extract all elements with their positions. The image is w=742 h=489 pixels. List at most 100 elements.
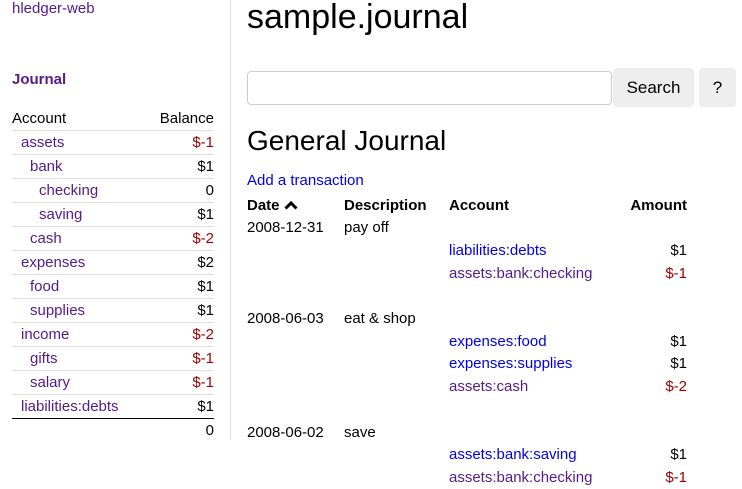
posting-account-link[interactable]: expenses:food: [449, 332, 547, 350]
brand-link[interactable]: hledger-web: [12, 0, 95, 17]
balance-row: food $1: [12, 274, 214, 299]
page-title: sample.journal: [247, 0, 469, 36]
date-header-label: Date: [247, 196, 280, 214]
posting-account-cell: expenses:supplies: [449, 353, 619, 376]
balance-cell: $1: [145, 274, 214, 299]
posting-account-cell: assets:cash: [449, 375, 619, 398]
account-cell: income: [12, 322, 146, 347]
balance-row: income $-2: [12, 322, 214, 347]
balance-header: Balance: [145, 108, 214, 131]
account-link[interactable]: food: [30, 277, 60, 295]
journal-table: Date Description Account Amount 2008-12-…: [247, 194, 687, 489]
posting-row: assets:cash $-2: [247, 375, 687, 398]
account-link[interactable]: saving: [39, 205, 83, 223]
posting-account-link[interactable]: expenses:supplies: [449, 355, 573, 373]
posting-amount-cell: $1: [670, 446, 687, 464]
account-cell: food: [12, 274, 146, 299]
date-column-header[interactable]: Date: [247, 194, 344, 217]
help-button[interactable]: ?: [699, 68, 736, 107]
balance-row: bank $1: [12, 154, 214, 179]
account-link[interactable]: checking: [39, 181, 99, 199]
posting-row: liabilities:debts $1: [247, 239, 687, 262]
posting-amount-cell: $-2: [665, 377, 687, 395]
date-cell: 2008-06-03: [247, 310, 324, 328]
posting-row: assets:bank:checking $-1: [247, 262, 687, 285]
posting-account-link[interactable]: assets:bank:saving: [449, 446, 577, 464]
account-link[interactable]: income: [21, 325, 70, 343]
posting-account-link[interactable]: assets:bank:checking: [449, 468, 593, 486]
posting-row: expenses:food $1: [247, 330, 687, 353]
posting-amount-cell: $1: [670, 332, 687, 350]
account-column-header: Account: [449, 196, 509, 214]
balance-row: liabilities:debts $1: [12, 394, 214, 419]
posting-account-link[interactable]: assets:bank:checking: [449, 264, 593, 282]
posting-account-cell: expenses:food: [449, 330, 619, 353]
posting-account-link[interactable]: liabilities:debts: [449, 241, 547, 259]
balance-cell: 0: [145, 178, 214, 203]
transaction-row: 2008-06-02 save: [247, 421, 687, 444]
spacer-row: [247, 284, 687, 307]
balance-row: assets $-1: [12, 130, 214, 155]
account-cell: saving: [12, 202, 146, 227]
account-cell: expenses: [12, 250, 146, 275]
account-cell: checking: [12, 178, 146, 203]
balance-cell: $1: [145, 394, 214, 419]
transaction-row: 2008-06-03 eat & shop: [247, 307, 687, 330]
posting-account-cell: liabilities:debts: [449, 239, 619, 262]
balance-cell: $1: [145, 154, 214, 179]
posting-account-link[interactable]: assets:cash: [449, 377, 529, 395]
account-link[interactable]: bank: [30, 157, 63, 175]
total-cell: 0: [205, 421, 214, 439]
spacer-row: [247, 398, 687, 421]
total-row: 0: [12, 418, 214, 442]
account-header: Account: [12, 108, 146, 131]
posting-amount-cell: $-1: [665, 264, 687, 282]
add-transaction-link[interactable]: Add a transaction: [247, 172, 364, 189]
account-link[interactable]: liabilities:debts: [21, 397, 119, 415]
balance-row: salary $-1: [12, 370, 214, 395]
account-cell: gifts: [12, 346, 146, 371]
balance-cell: $-1: [145, 370, 214, 395]
description-cell: eat & shop: [344, 310, 416, 328]
balance-row: expenses $2: [12, 250, 214, 275]
posting-amount-cell: $-1: [665, 468, 687, 486]
posting-amount-cell: $1: [670, 355, 687, 373]
total-label: [12, 418, 146, 442]
account-link[interactable]: supplies: [30, 301, 86, 319]
balance-row: gifts $-1: [12, 346, 214, 371]
posting-amount-cell: $1: [670, 241, 687, 259]
balance-cell: $1: [145, 202, 214, 227]
balance-cell: $-1: [145, 130, 214, 155]
posting-row: assets:bank:checking $-1: [247, 466, 687, 489]
search-input[interactable]: [247, 71, 612, 105]
account-link[interactable]: gifts: [30, 349, 58, 367]
date-cell: 2008-12-31: [247, 219, 324, 237]
posting-account-cell: assets:bank:saving: [449, 443, 619, 466]
balance-cell: $-1: [145, 346, 214, 371]
balance-row: cash $-2: [12, 226, 214, 251]
balance-row: supplies $1: [12, 298, 214, 323]
account-link[interactable]: salary: [30, 373, 71, 391]
balance-cell: $1: [145, 298, 214, 323]
account-link[interactable]: assets: [21, 133, 65, 151]
account-link[interactable]: expenses: [21, 253, 86, 271]
chevron-up-icon: [284, 200, 298, 210]
account-cell: liabilities:debts: [12, 394, 146, 419]
journal-link[interactable]: Journal: [12, 71, 67, 88]
posting-row: expenses:supplies $1: [247, 353, 687, 376]
balance-cell: $2: [145, 250, 214, 275]
posting-account-cell: assets:bank:checking: [449, 466, 619, 489]
balance-table: Account Balance assets $-1 bank $1 checking 0 s…: [12, 108, 214, 442]
balance-row: checking 0: [12, 178, 214, 203]
posting-account-cell: assets:bank:checking: [449, 262, 619, 285]
search-button[interactable]: Search: [613, 68, 694, 107]
account-link[interactable]: cash: [30, 229, 62, 247]
date-cell: 2008-06-02: [247, 423, 324, 441]
account-cell: assets: [12, 130, 146, 155]
sidebar: hledger-web Journal Account Balance asset…: [0, 0, 231, 440]
transaction-row: 2008-12-31 pay off: [247, 217, 687, 240]
balance-row: saving $1: [12, 202, 214, 227]
amount-column-header: Amount: [630, 196, 687, 214]
account-cell: supplies: [12, 298, 146, 323]
posting-row: assets:bank:saving $1: [247, 443, 687, 466]
